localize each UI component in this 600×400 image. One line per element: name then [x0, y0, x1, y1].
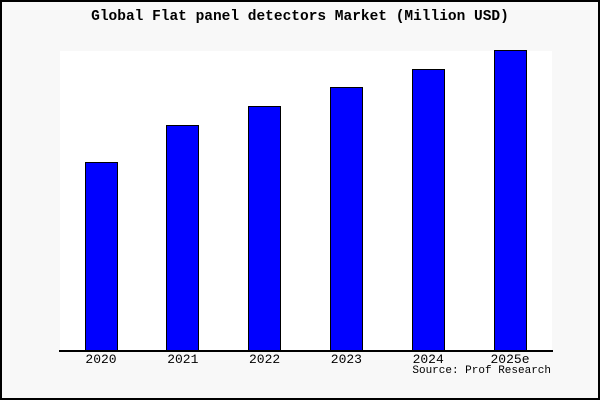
- bar-2025e: [493, 50, 527, 351]
- x-tick-label-2024: 2024: [412, 352, 444, 367]
- x-tick-label-2020: 2020: [85, 352, 117, 367]
- x-tick-label-2021: 2021: [167, 352, 199, 367]
- bar-2020: [84, 162, 118, 351]
- chart-title: Global Flat panel detectors Market (Mill…: [91, 9, 509, 25]
- x-tick-label-2023: 2023: [330, 352, 362, 367]
- x-tick-label-2022: 2022: [248, 352, 281, 367]
- source-note: Source: Prof Research: [412, 365, 551, 377]
- x-tick-label-2025e: 2025e: [490, 352, 530, 367]
- bar-2021: [166, 125, 200, 351]
- bar-2023: [329, 87, 363, 351]
- x-axis-line: [59, 350, 553, 352]
- plot-area: [60, 51, 552, 351]
- bar-2024: [411, 69, 445, 351]
- bar-2022: [248, 106, 282, 351]
